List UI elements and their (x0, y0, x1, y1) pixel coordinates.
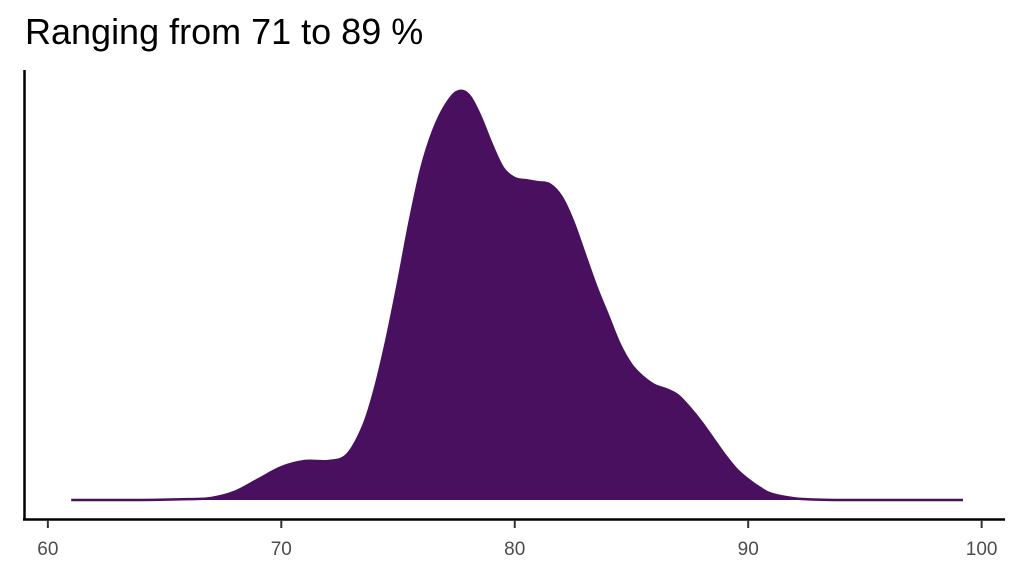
density-area-0 (71, 90, 963, 501)
x-tick-label-100: 100 (966, 539, 998, 560)
chart-title: Ranging from 71 to 89 % (25, 11, 424, 52)
x-tick-label-80: 80 (504, 539, 525, 560)
density-outline-0 (71, 89, 963, 502)
x-tick-label-70: 70 (271, 539, 292, 560)
x-tick-label-60: 60 (37, 539, 58, 560)
x-tick-label-90: 90 (738, 539, 759, 560)
